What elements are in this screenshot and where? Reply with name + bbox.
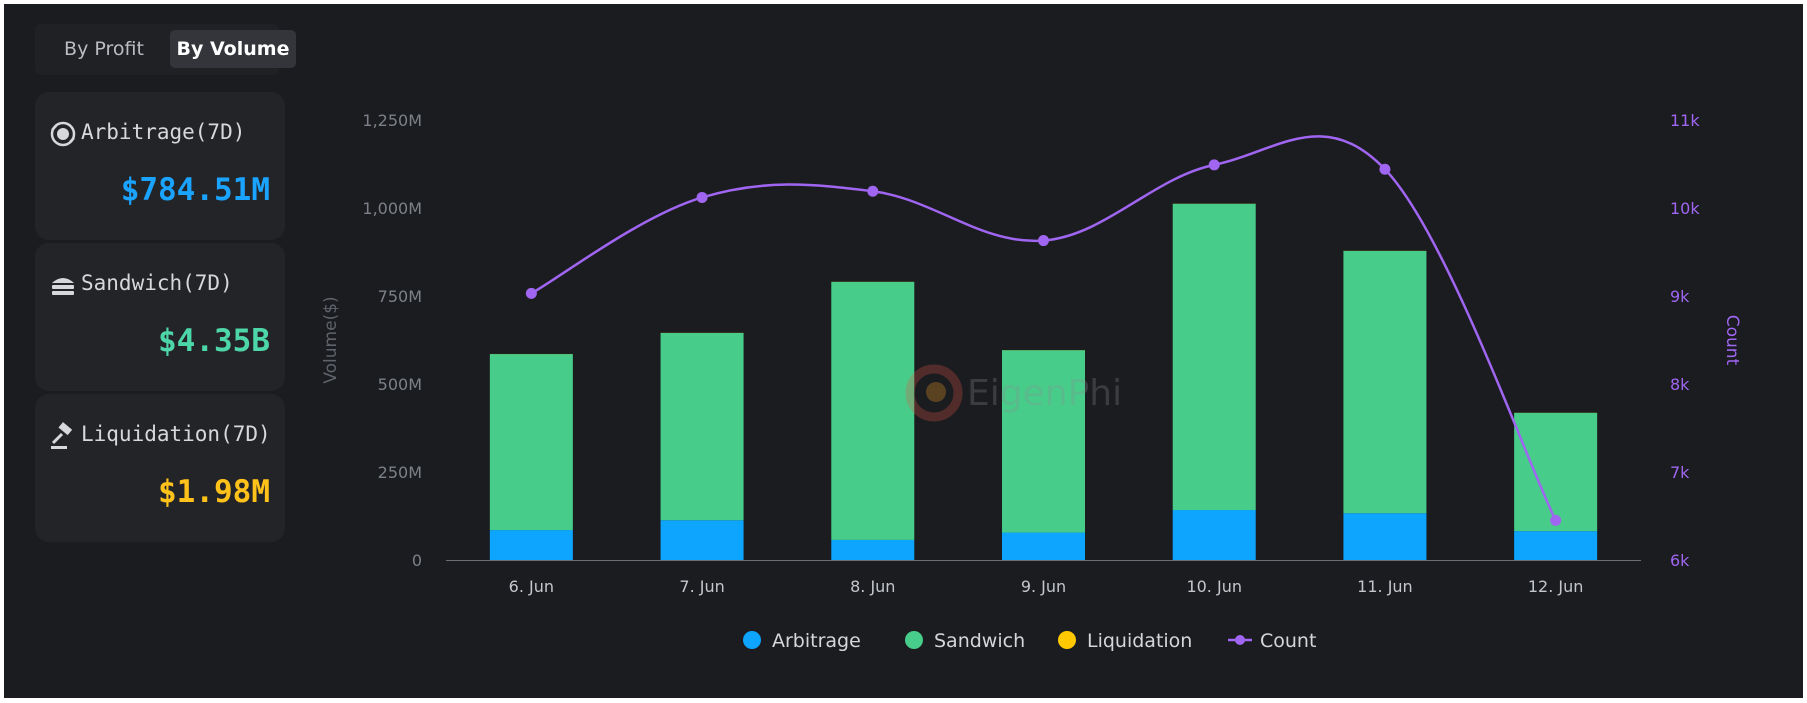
bar-arbitrage bbox=[1172, 510, 1256, 560]
y2-tick-label: 9k bbox=[1670, 287, 1690, 306]
y2-axis-title: Count bbox=[1722, 315, 1742, 366]
y2-tick-label: 10k bbox=[1670, 199, 1700, 218]
dashboard-panel: By Profit By Volume Arbitrage(7D) $784.5… bbox=[4, 4, 1803, 698]
y-tick-label: 500M bbox=[378, 375, 422, 394]
watermark-text: EigenPhi bbox=[967, 373, 1122, 414]
count-point bbox=[696, 191, 708, 203]
bar-arbitrage bbox=[1514, 531, 1598, 560]
count-point bbox=[1038, 235, 1049, 247]
bar-arbitrage bbox=[489, 530, 573, 560]
arbitrage-label: Arbitrage(7D) bbox=[81, 120, 246, 144]
bar-sandwich bbox=[1002, 350, 1085, 533]
bar-sandwich bbox=[660, 332, 744, 521]
y2-tick-label: 8k bbox=[1670, 375, 1690, 394]
by-profit-tab[interactable]: By Profit bbox=[64, 38, 144, 60]
arbitrage-coin-icon bbox=[50, 121, 76, 147]
legend-marker-arbitrage bbox=[743, 631, 761, 649]
count-point bbox=[525, 287, 537, 299]
sandwich-label: Sandwich(7D) bbox=[81, 271, 233, 295]
bar-sandwich bbox=[831, 281, 915, 540]
legend-marker-sandwich bbox=[905, 631, 923, 649]
arbitrage-value: $784.51M bbox=[120, 172, 270, 208]
bar-arbitrage bbox=[1002, 532, 1085, 560]
bar-arbitrage bbox=[831, 539, 915, 560]
x-tick-label: 7. Jun bbox=[679, 577, 724, 596]
x-tick-label: 11. Jun bbox=[1357, 577, 1413, 596]
bar-sandwich bbox=[1172, 203, 1256, 511]
count-point bbox=[1208, 159, 1220, 171]
legend-label-count: Count bbox=[1260, 630, 1316, 652]
y2-tick-label: 11k bbox=[1670, 111, 1700, 130]
y2-tick-label: 7k bbox=[1670, 463, 1690, 482]
y-tick-label: 750M bbox=[378, 287, 422, 306]
sandwich-icon bbox=[52, 278, 74, 295]
x-tick-label: 9. Jun bbox=[1021, 577, 1066, 596]
x-tick-label: 10. Jun bbox=[1186, 577, 1242, 596]
y-tick-label: 1,250M bbox=[362, 111, 422, 130]
arbitrage-card: Arbitrage(7D) $784.51M bbox=[35, 92, 285, 240]
x-tick-label: 6. Jun bbox=[509, 577, 554, 596]
metric-toggle: By Profit By Volume bbox=[35, 24, 296, 75]
legend-label-sandwich: Sandwich bbox=[934, 630, 1025, 652]
liquidation-card: Liquidation(7D) $1.98M bbox=[35, 394, 285, 542]
by-volume-tab[interactable]: By Volume bbox=[170, 30, 296, 68]
bar-arbitrage bbox=[660, 520, 744, 560]
y-tick-label: 1,000M bbox=[362, 199, 422, 218]
y-axis-title: Volume($) bbox=[321, 296, 341, 383]
bar-arbitrage bbox=[1343, 513, 1427, 560]
bar-sandwich bbox=[1514, 412, 1598, 532]
gavel-icon bbox=[51, 422, 73, 449]
eigenphi-watermark: EigenPhi bbox=[905, 364, 1122, 422]
y-tick-label: 0 bbox=[412, 551, 422, 570]
bar-sandwich bbox=[489, 354, 573, 531]
sandwich-value: $4.35B bbox=[158, 323, 270, 359]
legend-label-arbitrage: Arbitrage bbox=[772, 630, 861, 652]
y2-tick-label: 6k bbox=[1670, 551, 1690, 570]
liquidation-value: $1.98M bbox=[158, 474, 270, 510]
y-tick-label: 250M bbox=[378, 463, 422, 482]
count-point bbox=[867, 185, 879, 197]
legend-label-liquidation: Liquidation bbox=[1087, 630, 1192, 652]
sandwich-card: Sandwich(7D) $4.35B bbox=[35, 243, 285, 391]
legend-count-marker-icon bbox=[1235, 635, 1245, 645]
count-point bbox=[1379, 163, 1391, 175]
bar-sandwich bbox=[1343, 250, 1427, 514]
x-tick-label: 8. Jun bbox=[850, 577, 895, 596]
liquidation-label: Liquidation(7D) bbox=[81, 422, 271, 446]
legend-marker-liquidation bbox=[1058, 631, 1076, 649]
x-tick-label: 12. Jun bbox=[1528, 577, 1584, 596]
volume-chart: EigenPhi 0 250M 500M 750M 1,000M 1,250M 6k 7k 8k… bbox=[321, 111, 1742, 652]
count-point bbox=[1550, 514, 1562, 526]
